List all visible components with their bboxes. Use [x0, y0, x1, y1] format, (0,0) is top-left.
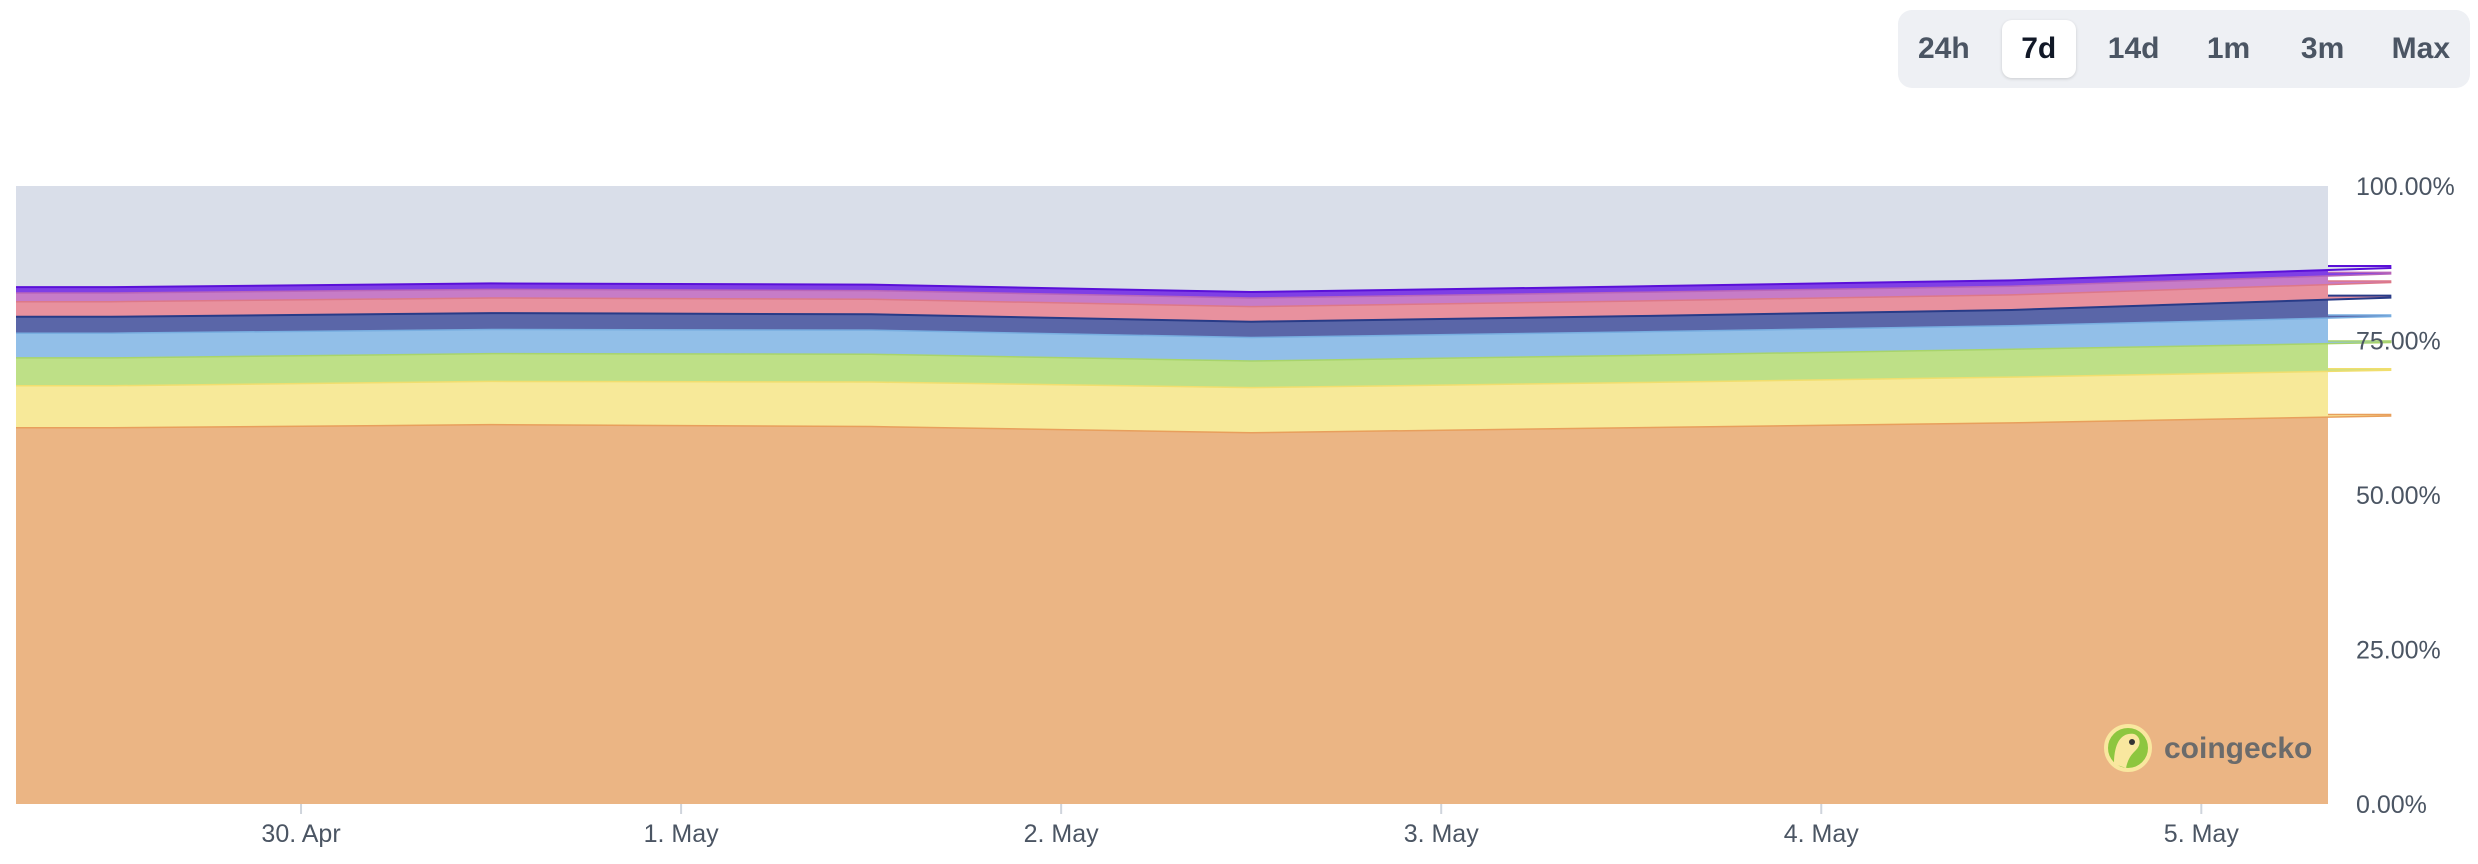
x-tick-label: 1. May	[644, 820, 720, 848]
x-tick-label: 4. May	[1784, 820, 1860, 848]
y-axis: 0.00% 25.00% 50.00% 75.00% 100.00%	[2356, 173, 2455, 819]
y-tick-label: 50.00%	[2356, 482, 2441, 510]
range-3m-button[interactable]: 3m	[2286, 20, 2360, 78]
x-tick-label: 5. May	[2164, 820, 2240, 848]
y-tick-label: 75.00%	[2356, 328, 2441, 356]
range-24h-button[interactable]: 24h	[1906, 20, 1982, 78]
x-tick-label: 3. May	[1404, 820, 1480, 848]
watermark-text: coingecko	[2164, 732, 2312, 765]
chart-plot-area	[16, 186, 2392, 804]
series-6-area	[16, 281, 2392, 321]
series-1-area	[16, 415, 2392, 804]
y-tick-label: 100.00%	[2356, 173, 2455, 201]
range-7d-button[interactable]: 7d	[2001, 20, 2076, 78]
x-tick-label: 30. Apr	[261, 820, 340, 848]
series-5-area	[16, 296, 2392, 337]
x-tick-label: 2. May	[1024, 820, 1100, 848]
time-range-selector: 24h 7d 14d 1m 3m Max	[1898, 10, 2470, 88]
y-tick-label: 0.00%	[2356, 791, 2427, 819]
range-14d-button[interactable]: 14d	[2096, 20, 2172, 78]
coingecko-watermark: coingecko	[2104, 724, 2312, 772]
series-4-area	[16, 315, 2392, 361]
gecko-logo-icon	[2104, 724, 2152, 772]
range-1m-button[interactable]: 1m	[2192, 20, 2266, 78]
y-tick-label: 25.00%	[2356, 637, 2441, 665]
series-2-area	[16, 369, 2392, 432]
series-9-area	[16, 186, 2392, 292]
range-max-button[interactable]: Max	[2380, 20, 2462, 78]
x-axis: 30. Apr 1. May 2. May 3. May 4. May 5. May	[261, 804, 2239, 848]
